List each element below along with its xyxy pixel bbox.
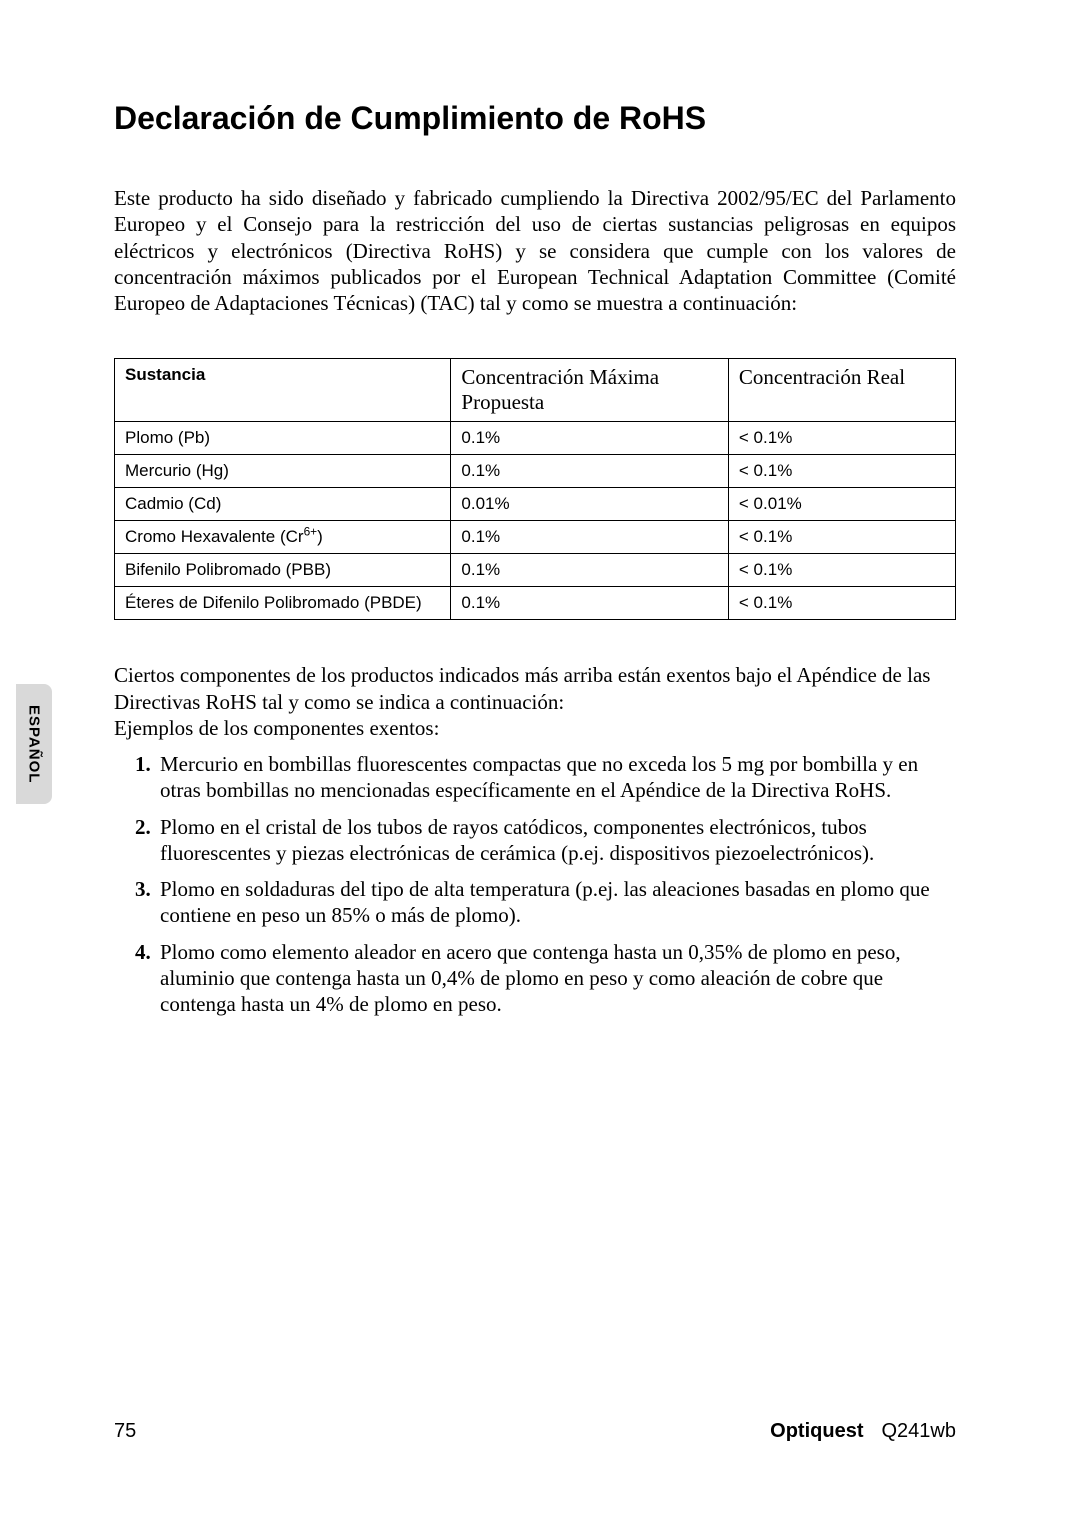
cell-proposed: 0.1% — [451, 587, 729, 620]
list-item: Plomo como elemento aleador en acero que… — [156, 939, 956, 1018]
cell-proposed: 0.1% — [451, 521, 729, 554]
exempt-intro-2: Ejemplos de los componentes exentos: — [114, 715, 956, 741]
cell-substance: Plomo (Pb) — [115, 422, 451, 455]
page-title: Declaración de Cumplimiento de RoHS — [114, 100, 956, 137]
table-row: Éteres de Difenilo Polibromado (PBDE)0.1… — [115, 587, 956, 620]
cell-substance: Bifenilo Polibromado (PBB) — [115, 554, 451, 587]
page-number: 75 — [114, 1420, 136, 1443]
language-tab: ESPAÑOL — [16, 684, 52, 804]
rohs-table: Sustancia Concentración Máxima Propuesta… — [114, 358, 956, 620]
cell-real: < 0.1% — [728, 521, 955, 554]
footer-brand: Optiquest — [770, 1420, 863, 1442]
cell-substance: Mercurio (Hg) — [115, 455, 451, 488]
col-substance: Sustancia — [115, 359, 451, 422]
language-tab-label: ESPAÑOL — [26, 705, 43, 783]
table-row: Cadmio (Cd)0.01%< 0.01% — [115, 488, 956, 521]
cell-real: < 0.1% — [728, 554, 955, 587]
cell-substance: Cadmio (Cd) — [115, 488, 451, 521]
table-row: Plomo (Pb)0.1%< 0.1% — [115, 422, 956, 455]
table-body: Plomo (Pb)0.1%< 0.1%Mercurio (Hg)0.1%< 0… — [115, 422, 956, 620]
list-item: Plomo en el cristal de los tubos de rayo… — [156, 814, 956, 867]
footer-model: Q241wb — [882, 1420, 957, 1442]
cell-proposed: 0.01% — [451, 488, 729, 521]
col-real: Concentración Real — [728, 359, 955, 422]
page-footer: 75 Optiquest Q241wb — [114, 1420, 956, 1443]
table-header-row: Sustancia Concentración Máxima Propuesta… — [115, 359, 956, 422]
intro-paragraph: Este producto ha sido diseñado y fabrica… — [114, 185, 956, 316]
footer-brand-model: Optiquest Q241wb — [770, 1420, 956, 1443]
cell-proposed: 0.1% — [451, 422, 729, 455]
cell-real: < 0.1% — [728, 422, 955, 455]
exemptions-list: Mercurio en bombillas fluorescentes comp… — [114, 751, 956, 1017]
after-table-text: Ciertos componentes de los productos ind… — [114, 662, 956, 741]
cell-substance: Éteres de Difenilo Polibromado (PBDE) — [115, 587, 451, 620]
cell-proposed: 0.1% — [451, 554, 729, 587]
table-row: Mercurio (Hg)0.1%< 0.1% — [115, 455, 956, 488]
table-row: Bifenilo Polibromado (PBB)0.1%< 0.1% — [115, 554, 956, 587]
col-proposed: Concentración Máxima Propuesta — [451, 359, 729, 422]
exempt-intro-1: Ciertos componentes de los productos ind… — [114, 662, 956, 715]
cell-substance: Cromo Hexavalente (Cr6+) — [115, 521, 451, 554]
cell-real: < 0.01% — [728, 488, 955, 521]
table-row: Cromo Hexavalente (Cr6+)0.1%< 0.1% — [115, 521, 956, 554]
page-content: Declaración de Cumplimiento de RoHS Este… — [114, 100, 956, 1017]
cell-proposed: 0.1% — [451, 455, 729, 488]
cell-real: < 0.1% — [728, 455, 955, 488]
list-item: Plomo en soldaduras del tipo de alta tem… — [156, 876, 956, 929]
cell-real: < 0.1% — [728, 587, 955, 620]
list-item: Mercurio en bombillas fluorescentes comp… — [156, 751, 956, 804]
